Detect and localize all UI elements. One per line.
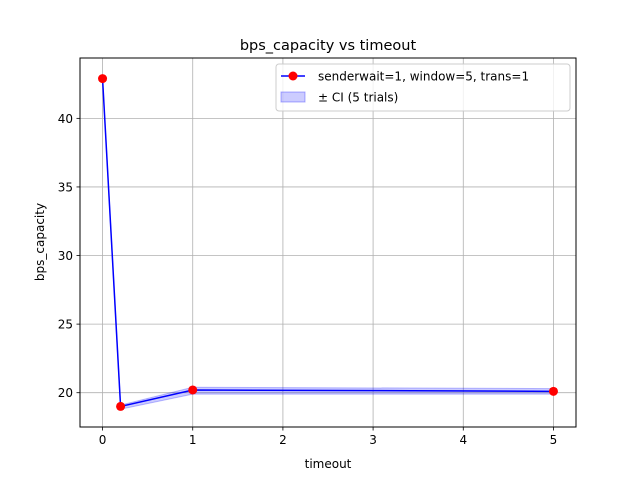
legend-marker-swatch — [288, 71, 298, 81]
legend-ci-swatch — [280, 91, 306, 103]
y-tick-label: 40 — [58, 112, 73, 126]
y-tick-label: 25 — [58, 318, 73, 332]
x-tick-label: 1 — [189, 433, 197, 447]
x-axis-label: timeout — [305, 457, 352, 471]
legend: senderwait=1, window=5, trans=1 ± CI (5 … — [275, 63, 571, 112]
x-tick-label: 0 — [99, 433, 107, 447]
data-point — [548, 386, 558, 396]
legend-box — [275, 63, 571, 112]
y-axis-label: bps_capacity — [33, 203, 47, 281]
x-tick-label: 4 — [459, 433, 467, 447]
data-point — [116, 401, 126, 411]
data-point — [98, 74, 108, 84]
series-line — [101, 78, 554, 408]
x-tick-label: 5 — [550, 433, 558, 447]
y-tick-label: 20 — [58, 386, 73, 400]
chart-title: bps_capacity vs timeout — [240, 38, 417, 54]
legend-series-label: senderwait=1, window=5, trans=1 — [318, 70, 529, 84]
x-tick-label: 2 — [279, 433, 287, 447]
y-tick-label: 30 — [58, 249, 73, 263]
data-point — [188, 385, 198, 395]
legend-ci-label: ± CI (5 trials) — [318, 91, 398, 105]
plot-frame — [79, 57, 577, 428]
axis-ticks: 0 1 2 3 4 5 20 25 30 35 40 — [58, 112, 558, 447]
x-tick-label: 3 — [369, 433, 377, 447]
grid — [80, 58, 576, 427]
series-layer — [98, 74, 558, 411]
y-tick-label: 35 — [58, 180, 73, 194]
